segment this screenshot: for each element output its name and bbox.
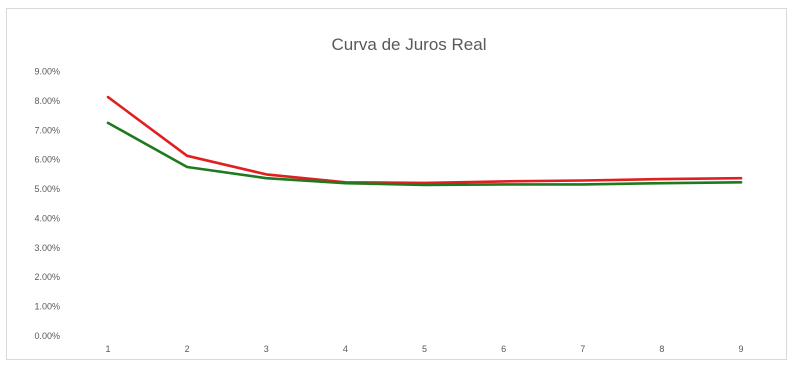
x-tick-label: 8 bbox=[659, 344, 664, 354]
x-tick-label: 2 bbox=[185, 344, 190, 354]
y-tick-label: 1.00% bbox=[34, 302, 60, 312]
y-tick-label: 2.00% bbox=[34, 272, 60, 282]
x-tick-label: 5 bbox=[422, 344, 427, 354]
x-tick-label: 7 bbox=[580, 344, 585, 354]
chart-title: Curva de Juros Real bbox=[332, 35, 487, 54]
series-line-2 bbox=[106, 121, 743, 187]
series-line-1 bbox=[106, 95, 743, 185]
y-tick-label: 6.00% bbox=[34, 155, 60, 165]
y-tick-label: 0.00% bbox=[34, 331, 60, 341]
y-axis-ticks: 0.00% 1.00% 2.00% 3.00% 4.00% 5.00% 6.00% 7.00%… bbox=[34, 67, 60, 342]
x-axis-ticks: 1 2 3 4 5 6 7 8 9 bbox=[105, 344, 743, 354]
y-tick-label: 9.00% bbox=[34, 67, 60, 77]
x-tick-label: 4 bbox=[343, 344, 348, 354]
x-tick-label: 6 bbox=[501, 344, 506, 354]
y-tick-label: 8.00% bbox=[34, 96, 60, 106]
y-tick-label: 7.00% bbox=[34, 125, 60, 135]
y-tick-label: 4.00% bbox=[34, 213, 60, 223]
x-tick-label: 9 bbox=[738, 344, 743, 354]
series-lines bbox=[106, 95, 743, 187]
x-tick-label: 3 bbox=[264, 344, 269, 354]
y-tick-label: 3.00% bbox=[34, 243, 60, 253]
x-tick-label: 1 bbox=[105, 344, 110, 354]
y-tick-label: 5.00% bbox=[34, 184, 60, 194]
